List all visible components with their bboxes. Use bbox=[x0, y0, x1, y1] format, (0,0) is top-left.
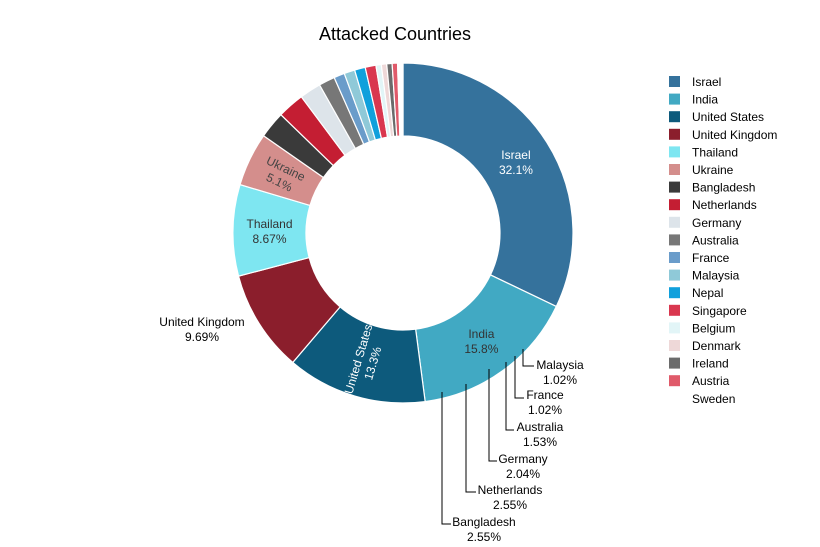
legend-swatch bbox=[669, 304, 680, 316]
slice-israel[interactable] bbox=[402, 62, 574, 308]
slice-label-value: 1.02% bbox=[528, 403, 562, 417]
slice-label-name: Thailand bbox=[247, 217, 293, 231]
legend-label: Netherlands bbox=[692, 198, 757, 212]
legend-swatch bbox=[669, 392, 680, 404]
legend: Israel India United States United Kingdom Th… bbox=[669, 75, 777, 406]
slice-label-value: 32.1% bbox=[499, 163, 533, 177]
donut-slices bbox=[232, 62, 574, 404]
leader-line bbox=[514, 356, 524, 399]
legend-label: Israel bbox=[692, 75, 721, 89]
legend-item-united-states[interactable]: United States bbox=[669, 110, 764, 124]
legend-item-ireland[interactable]: Ireland bbox=[669, 357, 729, 371]
legend-label: United Kingdom bbox=[692, 128, 777, 142]
legend-swatch bbox=[669, 111, 680, 123]
slice-label-value: 2.55% bbox=[493, 498, 527, 512]
legend-swatch bbox=[669, 234, 680, 246]
slice-label-name: Israel bbox=[501, 148, 530, 162]
legend-item-singapore[interactable]: Singapore bbox=[669, 304, 747, 318]
legend-swatch bbox=[669, 322, 680, 334]
legend-label: Malaysia bbox=[692, 269, 740, 283]
legend-label: France bbox=[692, 251, 730, 265]
legend-item-france[interactable]: France bbox=[669, 251, 730, 265]
legend-item-australia[interactable]: Australia bbox=[669, 233, 739, 247]
legend-item-netherlands[interactable]: Netherlands bbox=[669, 198, 757, 212]
legend-label: India bbox=[692, 93, 718, 107]
leader-line bbox=[441, 392, 451, 525]
legend-swatch bbox=[669, 357, 680, 369]
legend-label: United States bbox=[692, 110, 764, 124]
legend-item-india[interactable]: India bbox=[669, 93, 718, 107]
legend-label: Australia bbox=[692, 233, 739, 247]
legend-item-israel[interactable]: Israel bbox=[669, 75, 721, 89]
legend-swatch bbox=[669, 146, 680, 158]
legend-item-sweden[interactable]: Sweden bbox=[669, 392, 735, 406]
legend-label: Thailand bbox=[692, 145, 738, 159]
legend-swatch bbox=[669, 269, 680, 281]
legend-swatch bbox=[669, 252, 680, 263]
legend-item-belgium[interactable]: Belgium bbox=[669, 321, 735, 335]
slice-label-value: 9.69% bbox=[185, 330, 219, 344]
chart-title: Attacked Countries bbox=[319, 24, 471, 44]
legend-swatch bbox=[669, 287, 680, 299]
slice-label-value: 8.67% bbox=[253, 232, 287, 246]
slice-label-name: Bangladesh bbox=[452, 515, 515, 529]
slice-label-value: 15.8% bbox=[464, 342, 498, 356]
legend-label: Germany bbox=[692, 216, 741, 230]
legend-label: Singapore bbox=[692, 304, 747, 318]
legend-label: Denmark bbox=[692, 339, 742, 353]
slice-label-name: United Kingdom bbox=[159, 315, 244, 329]
slice-sweden[interactable] bbox=[396, 62, 404, 137]
legend-label: Belgium bbox=[692, 321, 735, 335]
slice-label-value: 2.04% bbox=[506, 467, 540, 481]
legend-item-austria[interactable]: Austria bbox=[669, 374, 730, 388]
slice-label-name: France bbox=[526, 388, 564, 402]
leader-line bbox=[465, 384, 476, 493]
legend-label: Bangladesh bbox=[692, 181, 755, 195]
legend-swatch bbox=[669, 375, 680, 387]
legend-item-malaysia[interactable]: Malaysia bbox=[669, 269, 740, 283]
legend-swatch bbox=[669, 164, 680, 175]
legend-item-denmark[interactable]: Denmark bbox=[669, 339, 742, 353]
legend-swatch bbox=[669, 93, 680, 105]
legend-swatch bbox=[669, 181, 680, 193]
slice-label-name: Australia bbox=[517, 420, 564, 434]
legend-swatch bbox=[669, 216, 680, 228]
slice-label-name: India bbox=[468, 327, 494, 341]
legend-label: Nepal bbox=[692, 286, 723, 300]
legend-label: Sweden bbox=[692, 392, 735, 406]
leader-line bbox=[522, 349, 534, 367]
leader-line bbox=[505, 362, 514, 431]
legend-item-united-kingdom[interactable]: United Kingdom bbox=[669, 128, 777, 142]
slice-label-name: Germany bbox=[498, 452, 547, 466]
legend-swatch bbox=[669, 199, 680, 211]
legend-label: Austria bbox=[692, 374, 730, 388]
leader-line bbox=[488, 369, 497, 462]
slice-label-name: Netherlands bbox=[478, 483, 543, 497]
slice-label-value: 2.55% bbox=[467, 530, 501, 544]
legend-swatch bbox=[669, 340, 680, 351]
legend-swatch bbox=[669, 76, 680, 87]
legend-swatch bbox=[669, 128, 680, 140]
legend-item-ukraine[interactable]: Ukraine bbox=[669, 163, 734, 177]
slice-label-name: Malaysia bbox=[536, 358, 584, 372]
legend-item-thailand[interactable]: Thailand bbox=[669, 145, 738, 159]
legend-item-germany[interactable]: Germany bbox=[669, 216, 741, 230]
legend-item-nepal[interactable]: Nepal bbox=[669, 286, 723, 300]
legend-item-bangladesh[interactable]: Bangladesh bbox=[669, 181, 755, 195]
slice-label-value: 1.02% bbox=[543, 373, 577, 387]
legend-label: Ireland bbox=[692, 357, 729, 371]
slice-label-value: 1.53% bbox=[523, 435, 557, 449]
legend-label: Ukraine bbox=[692, 163, 734, 177]
